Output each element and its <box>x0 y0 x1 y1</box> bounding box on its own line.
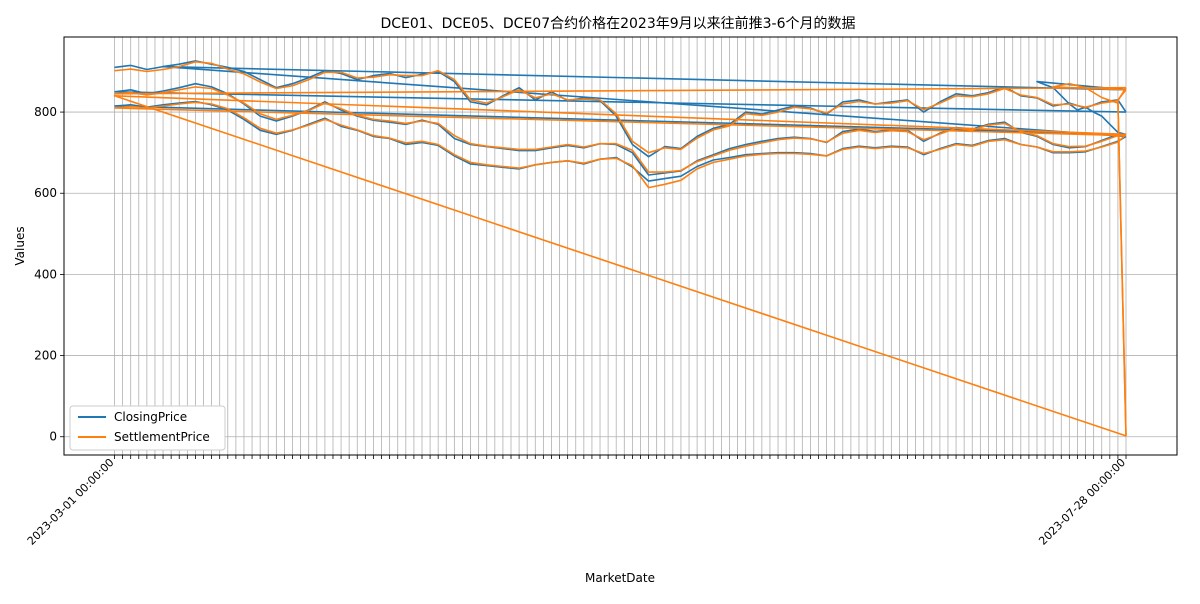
series-line-ClosingPrice <box>114 60 1127 158</box>
series-layer <box>113 60 1127 437</box>
series-line-SettlementPrice <box>114 60 1127 154</box>
series-SettlementPrice <box>113 60 1127 437</box>
legend-label-settlement: SettlementPrice <box>114 430 210 444</box>
x-tick-label-last: 2023-07-28 00:00:00 <box>1036 456 1128 548</box>
series-line-SettlementPrice <box>114 86 1127 95</box>
series-line-ClosingPrice <box>114 91 1127 113</box>
x-tick-label-first: 2023-03-01 00:00:00 <box>25 456 117 548</box>
series-line-SettlementPrice <box>114 107 1127 137</box>
series-line-ClosingPrice <box>162 65 1127 138</box>
y-tick-label: 200 <box>34 349 57 363</box>
x-gridlines <box>114 37 1127 455</box>
y-gridlines <box>64 111 1177 438</box>
y-axis: 0 200 400 600 800 <box>34 105 64 444</box>
series-line-SettlementPrice <box>113 95 1127 437</box>
series-line-ClosingPrice <box>114 100 1127 182</box>
chart-title: DCE01、DCE05、DCE07合约价格在2023年9月以来往前推3-6个月的… <box>380 15 855 32</box>
plot-frame <box>63 36 1178 456</box>
series-line-SettlementPrice <box>1052 82 1127 436</box>
y-tick-label: 600 <box>34 186 57 200</box>
series-line-SettlementPrice <box>114 101 1127 189</box>
y-tick-label: 800 <box>34 105 57 119</box>
y-tick-label: 400 <box>34 267 57 281</box>
y-axis-label: Values <box>13 226 27 265</box>
legend-label-closing: ClosingPrice <box>114 410 187 424</box>
legend-box <box>69 405 226 451</box>
series-line-SettlementPrice <box>114 86 1126 173</box>
x-axis-label: MarketDate <box>585 571 655 585</box>
y-tick-label: 0 <box>49 430 57 444</box>
legend: ClosingPrice SettlementPrice <box>69 405 226 451</box>
x-axis: 2023-03-01 00:00:00 2023-07-28 00:00:00 <box>25 455 1128 548</box>
series-line-ClosingPrice <box>1036 80 1127 136</box>
